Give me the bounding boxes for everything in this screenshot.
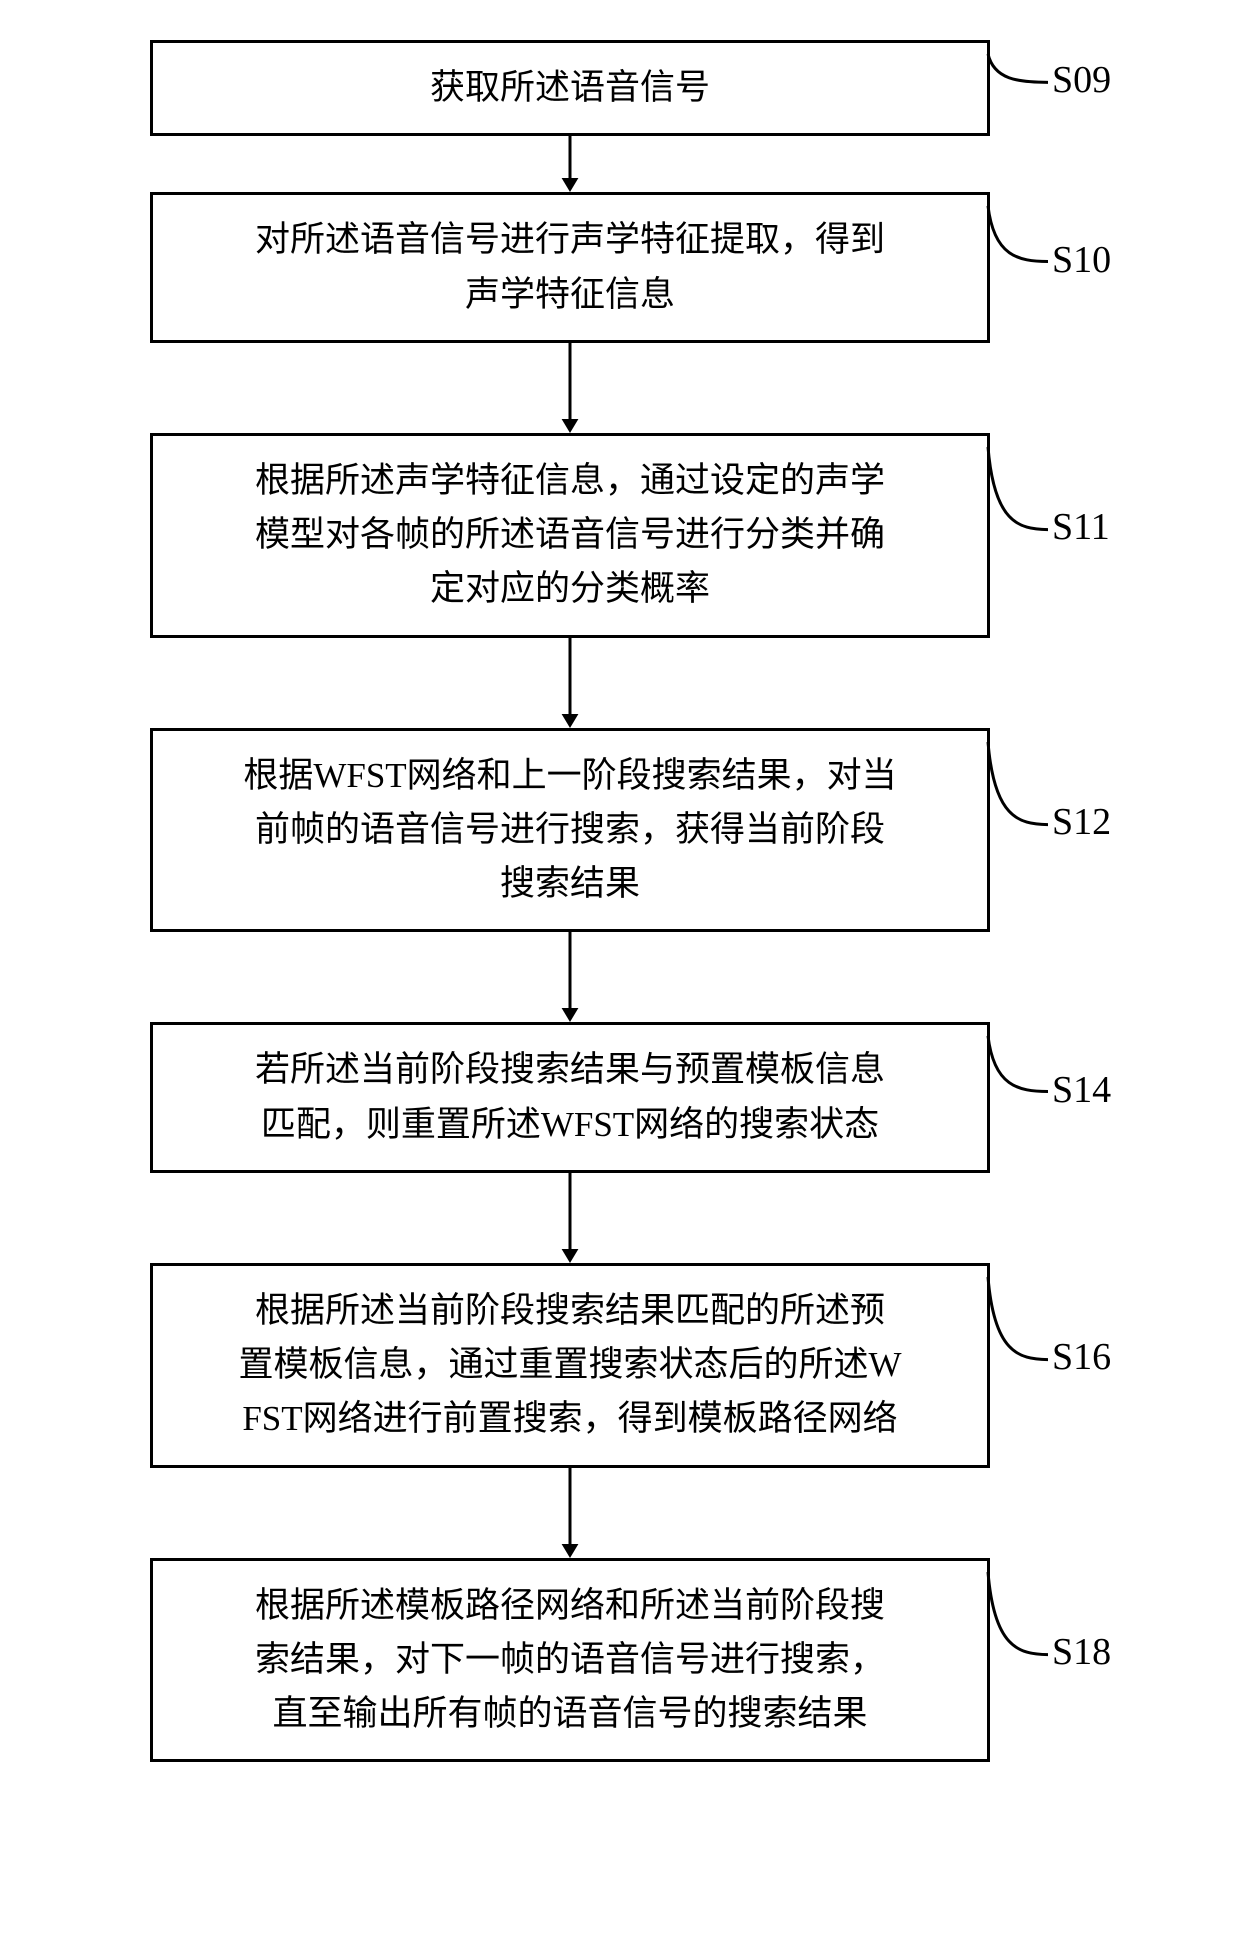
label-connector [984, 1273, 1052, 1364]
label-connector [984, 738, 1052, 829]
flow-step-box: 根据WFST网络和上一阶段搜索结果，对当前帧的语音信号进行搜索，获得当前阶段搜索… [150, 728, 990, 933]
label-connector [984, 202, 1052, 265]
arrow-down [150, 136, 990, 192]
flow-step-row: 根据WFST网络和上一阶段搜索结果，对当前帧的语音信号进行搜索，获得当前阶段搜索… [70, 728, 1170, 933]
step-label: S14 [1052, 1068, 1111, 1112]
step-label: S09 [1052, 58, 1111, 102]
flowchart-container: 获取所述语音信号 S09 对所述语音信号进行声学特征提取，得到声学特征信息 S10 根据… [70, 40, 1170, 1762]
flow-step-row: 根据所述当前阶段搜索结果匹配的所述预置模板信息，通过重置搜索状态后的所述WFST… [70, 1263, 1170, 1468]
label-connector [984, 1568, 1052, 1659]
flow-step-box: 获取所述语音信号 [150, 40, 990, 136]
flow-step-box: 根据所述模板路径网络和所述当前阶段搜索结果，对下一帧的语音信号进行搜索，直至输出… [150, 1558, 990, 1763]
flow-step-row: 获取所述语音信号 S09 [70, 40, 1170, 136]
flow-step-box: 根据所述当前阶段搜索结果匹配的所述预置模板信息，通过重置搜索状态后的所述WFST… [150, 1263, 990, 1468]
arrow-down [150, 932, 990, 1022]
arrow-down [150, 1173, 990, 1263]
step-label: S10 [1052, 238, 1111, 282]
flow-step-box: 根据所述声学特征信息，通过设定的声学模型对各帧的所述语音信号进行分类并确定对应的… [150, 433, 990, 638]
flow-step-row: 对所述语音信号进行声学特征提取，得到声学特征信息 S10 [70, 192, 1170, 343]
flow-step-box: 对所述语音信号进行声学特征提取，得到声学特征信息 [150, 192, 990, 343]
label-connector [984, 50, 1052, 86]
label-connector [984, 443, 1052, 534]
flow-step-box: 若所述当前阶段搜索结果与预置模板信息匹配，则重置所述WFST网络的搜索状态 [150, 1022, 990, 1173]
flow-step-row: 若所述当前阶段搜索结果与预置模板信息匹配，则重置所述WFST网络的搜索状态 S14 [70, 1022, 1170, 1173]
step-label: S16 [1052, 1335, 1111, 1379]
label-connector [984, 1032, 1052, 1095]
step-label: S18 [1052, 1630, 1111, 1674]
step-label: S11 [1052, 505, 1110, 549]
step-label: S12 [1052, 800, 1111, 844]
arrow-down [150, 1468, 990, 1558]
flow-step-row: 根据所述模板路径网络和所述当前阶段搜索结果，对下一帧的语音信号进行搜索，直至输出… [70, 1558, 1170, 1763]
arrow-down [150, 638, 990, 728]
arrow-down [150, 343, 990, 433]
flow-step-row: 根据所述声学特征信息，通过设定的声学模型对各帧的所述语音信号进行分类并确定对应的… [70, 433, 1170, 638]
